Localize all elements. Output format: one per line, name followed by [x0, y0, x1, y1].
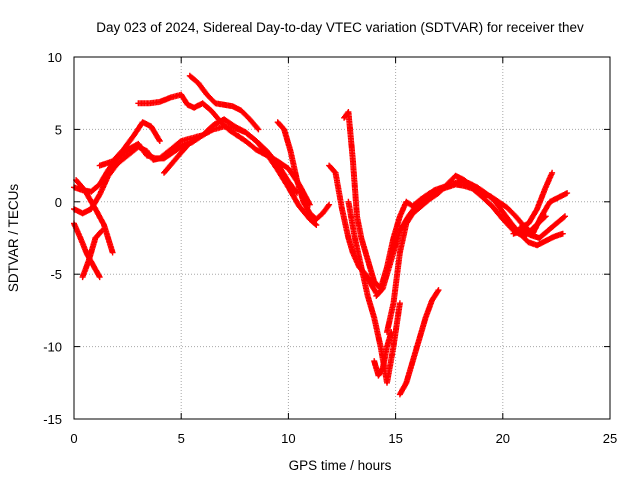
series-arc-17 — [517, 169, 556, 231]
data-points — [274, 119, 333, 223]
series-arc-7 — [135, 91, 313, 208]
y-axis-label: SDTVAR / TECUs — [6, 184, 21, 293]
series-arc-18 — [510, 213, 568, 241]
y-tick-label: -5 — [50, 267, 62, 282]
series-arc-9 — [161, 142, 191, 176]
x-tick-label: 10 — [281, 431, 295, 446]
y-tick-label: -10 — [43, 340, 62, 355]
data-points — [135, 91, 313, 208]
data-points — [96, 119, 163, 169]
x-tick-label: 20 — [496, 431, 510, 446]
data-points — [510, 213, 568, 241]
y-tick-label: 0 — [55, 195, 62, 210]
data-points — [79, 227, 105, 281]
series-arc-13 — [345, 198, 403, 386]
y-tick-label: -15 — [43, 412, 62, 427]
tick-layer: 0 5 10 15 20 25 -15 -10 -5 0 5 10 — [43, 50, 617, 446]
x-tick-label: 5 — [178, 431, 185, 446]
series-arc-16 — [396, 287, 442, 398]
series-arc-19 — [371, 329, 395, 379]
data-points — [345, 198, 403, 386]
x-tick-label: 0 — [70, 431, 77, 446]
series-arc-12 — [341, 109, 549, 292]
data-points — [384, 172, 571, 336]
series-arc-6 — [96, 119, 163, 169]
series-arc-10 — [274, 119, 333, 223]
y-tick-label: 10 — [48, 50, 62, 65]
data-points — [73, 177, 116, 256]
data-points — [371, 329, 395, 379]
x-tick-label: 25 — [603, 431, 617, 446]
data-points — [396, 287, 442, 398]
grid-layer — [74, 57, 610, 419]
plot-frame — [73, 56, 611, 420]
data-points — [517, 169, 556, 231]
series-arc-5 — [79, 227, 105, 281]
series-arc-8 — [186, 72, 262, 133]
x-tick-label: 15 — [388, 431, 402, 446]
chart-title: Day 023 of 2024, Sidereal Day-to-day VTE… — [96, 20, 584, 35]
data-points — [341, 109, 549, 292]
y-tick-label: 5 — [55, 122, 62, 137]
series-arc-15 — [384, 172, 571, 336]
series-arc-3 — [73, 177, 116, 256]
data-points — [186, 72, 262, 133]
data-points — [161, 142, 191, 176]
data-layer — [71, 72, 571, 398]
x-axis-label: GPS time / hours — [289, 458, 392, 473]
